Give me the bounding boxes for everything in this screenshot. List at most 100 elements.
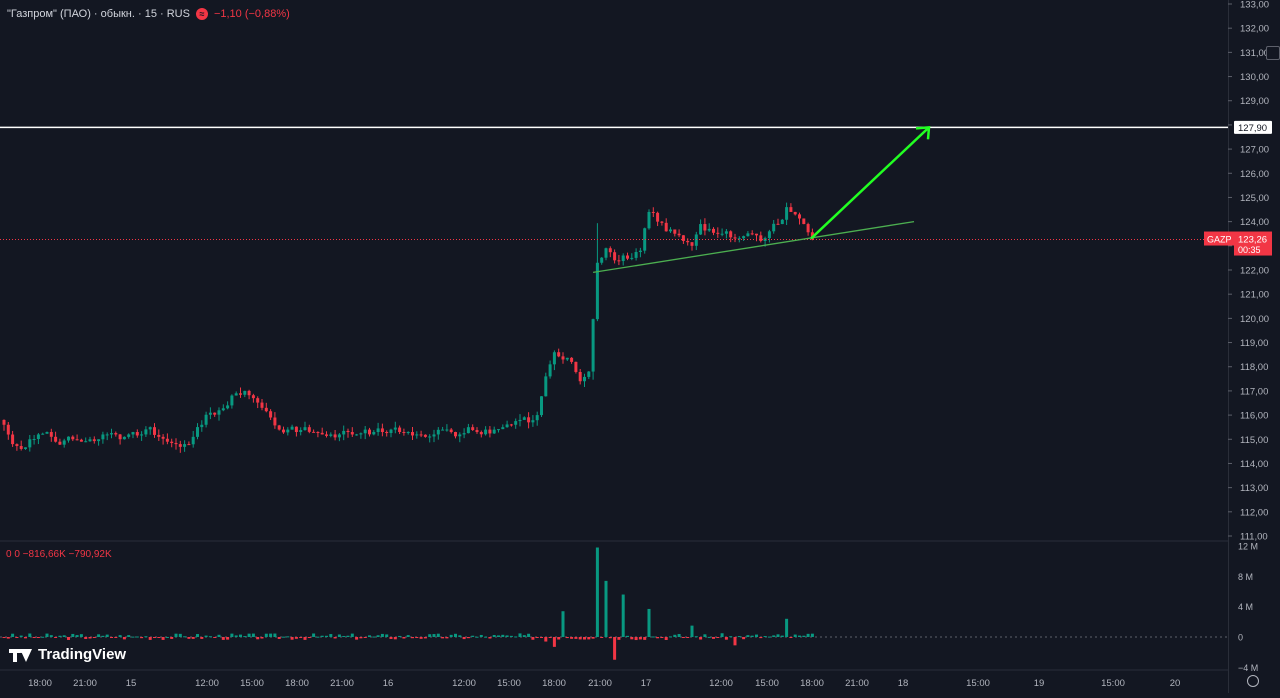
volume-bar — [802, 635, 806, 637]
volume-bar — [449, 634, 453, 637]
candle-body — [54, 436, 58, 442]
candle-body — [733, 237, 737, 239]
time-tick-label: 15:00 — [966, 678, 990, 689]
last-price-bg — [1234, 231, 1272, 256]
candle-body — [49, 432, 53, 437]
volume-bar — [638, 637, 642, 640]
volume-bar — [346, 635, 350, 637]
volume-bar — [178, 633, 182, 637]
volume-bar — [118, 635, 122, 637]
settings-icon[interactable] — [1247, 675, 1259, 687]
volume-bar — [441, 637, 445, 639]
volume-bar — [226, 637, 230, 640]
volume-bar — [763, 636, 767, 638]
volume-bar — [273, 633, 277, 637]
volume-bar — [643, 637, 647, 640]
candle-body — [230, 395, 234, 406]
market-status-icon: ≈ — [195, 8, 208, 20]
candle-body — [320, 432, 324, 435]
candle-body — [15, 444, 19, 447]
candle-body — [67, 436, 70, 441]
volume-bar — [561, 611, 565, 637]
volume-bar — [484, 636, 488, 638]
volume-bar — [264, 633, 268, 637]
volume-bar — [140, 637, 144, 639]
volume-bar — [153, 637, 156, 638]
candle-body — [110, 433, 113, 435]
candle-body — [488, 429, 492, 434]
volume-bar — [122, 637, 126, 640]
candle-body — [6, 424, 10, 435]
candle-body — [359, 433, 363, 435]
candle-body — [217, 410, 221, 415]
volume-bar — [432, 634, 436, 637]
volume-bar — [368, 635, 371, 637]
time-tick-label: 15 — [126, 678, 137, 689]
tradingview-logo[interactable]: TradingView — [9, 646, 126, 663]
volume-bar — [436, 633, 440, 637]
candle-body — [196, 427, 199, 437]
volume-bar — [479, 634, 483, 637]
price-tick-label: 121,00 — [1240, 290, 1269, 301]
candle-body — [681, 235, 685, 241]
volume-bar — [755, 634, 758, 637]
candle-body — [677, 233, 681, 236]
volume-bar — [415, 637, 419, 638]
volume-bar — [294, 637, 298, 639]
symbol-title[interactable]: "Газпром" (ПАО) · обыкн. · 15 · RUS — [7, 8, 190, 20]
volume-bar — [277, 637, 281, 639]
candle-body — [153, 427, 156, 435]
candle-body — [712, 228, 715, 233]
volume-tick-label: −4 M — [1238, 663, 1258, 673]
candle-body — [634, 252, 638, 258]
volume-bar — [514, 636, 518, 638]
volume-bar — [411, 637, 414, 639]
volume-bar — [578, 637, 582, 640]
volume-bar — [204, 635, 208, 637]
candle-body — [71, 436, 75, 440]
candle-body — [282, 429, 285, 433]
candle-body — [767, 231, 771, 239]
time-tick-label: 15:00 — [1101, 678, 1125, 689]
candle-body — [350, 432, 354, 435]
ticker-label-bg — [1204, 231, 1234, 246]
volume-bar — [742, 637, 746, 640]
candle-body — [148, 427, 152, 430]
candle-body — [165, 438, 169, 442]
volume-bar — [720, 633, 724, 637]
candle-body — [290, 426, 294, 430]
candle-body — [243, 390, 247, 395]
candle-body — [574, 361, 578, 372]
volume-bar — [372, 636, 376, 638]
candle-body — [84, 441, 88, 443]
candle-body — [755, 233, 758, 236]
symbol-legend: "Газпром" (ПАО) · обыкн. · 15 · RUS ≈ −1… — [7, 8, 290, 20]
candle-body — [299, 430, 303, 433]
collapse-icon[interactable] — [1266, 46, 1280, 60]
volume-bar — [587, 637, 591, 640]
price-tick-label: 111,00 — [1240, 532, 1268, 543]
candle-body — [385, 432, 389, 434]
candle-body — [746, 233, 750, 237]
volume-bar — [316, 636, 320, 638]
candle-body — [273, 417, 277, 426]
candle-body — [617, 260, 621, 262]
candle-body — [28, 439, 32, 448]
volume-bar — [45, 633, 49, 637]
volume-bar — [256, 637, 260, 640]
volume-bar — [497, 635, 500, 637]
volume-bar — [557, 637, 561, 640]
volume-bar — [475, 636, 479, 638]
candle-body — [419, 434, 423, 436]
volume-bar — [656, 637, 660, 639]
candle-body — [466, 427, 470, 434]
candle-body — [402, 432, 406, 434]
time-tick-label: 17 — [641, 678, 652, 689]
volume-bar — [772, 635, 776, 637]
volume-bar — [290, 637, 294, 640]
candle-body — [798, 214, 801, 219]
volume-bar — [88, 637, 92, 639]
volume-tick-label: 8 M — [1238, 572, 1253, 582]
